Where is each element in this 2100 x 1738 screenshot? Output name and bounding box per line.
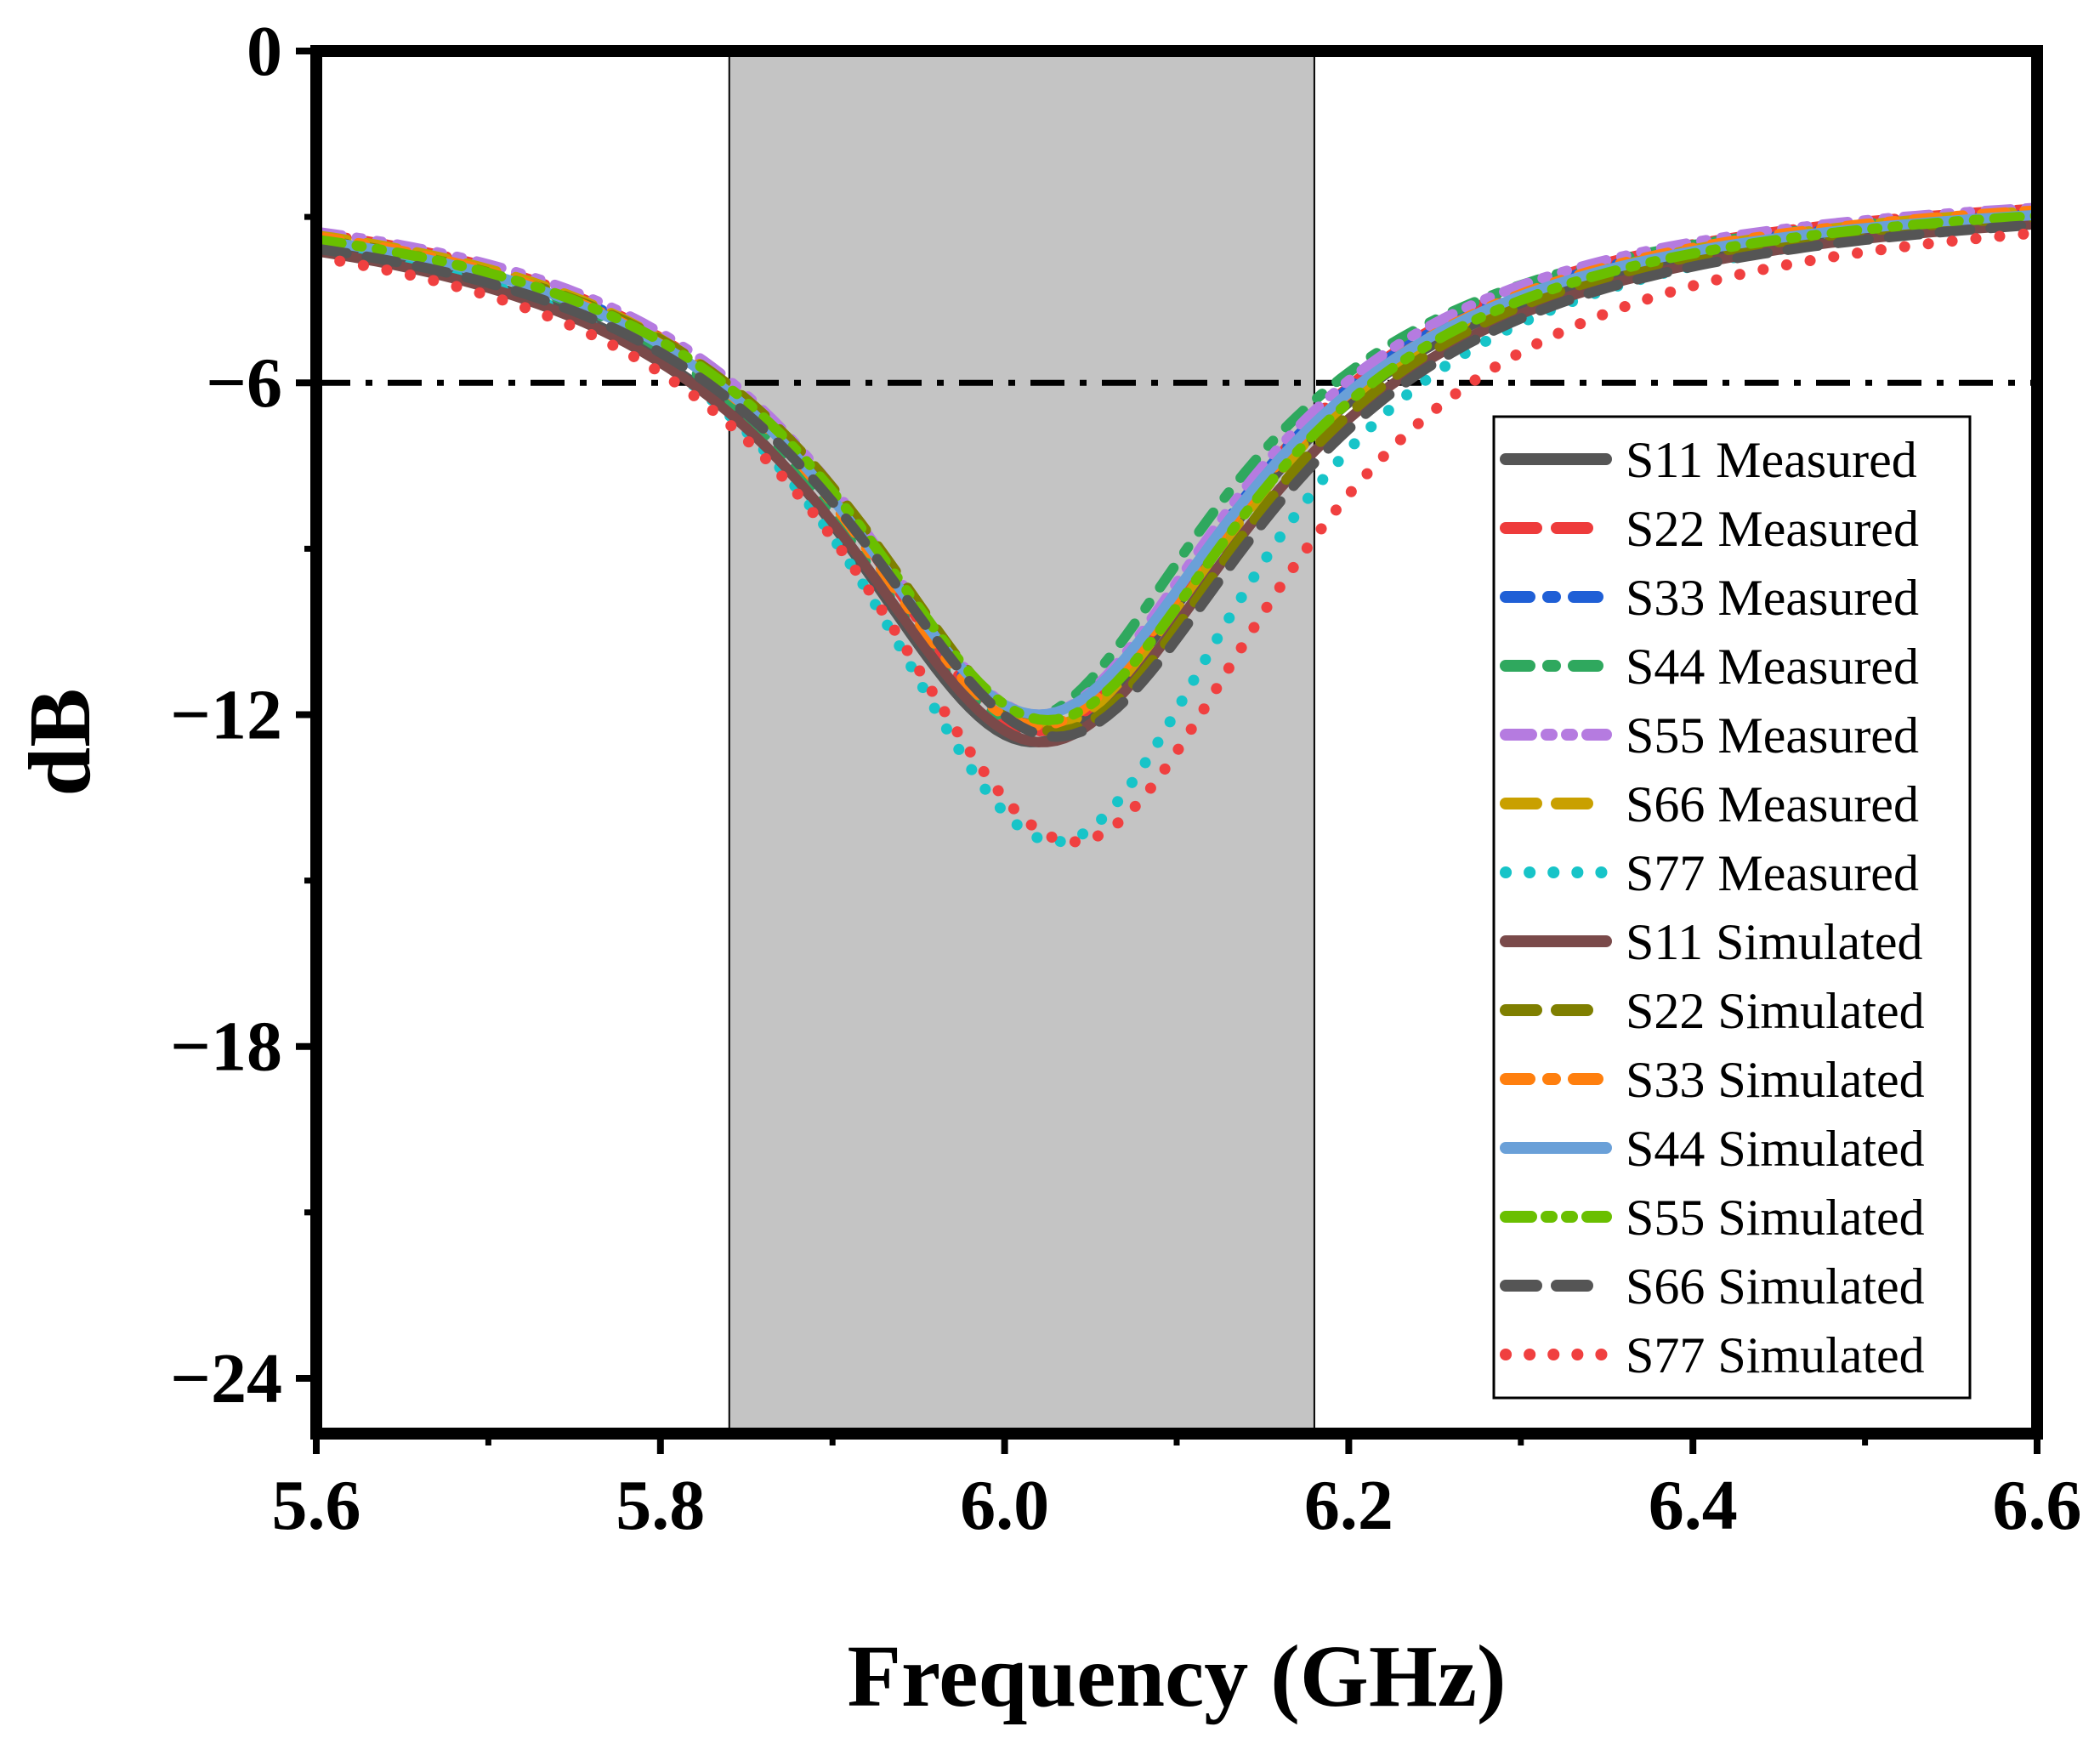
legend-label: S33 Measured xyxy=(1626,570,1919,626)
legend-label: S44 Measured xyxy=(1626,639,1919,695)
legend-label: S11 Measured xyxy=(1626,432,1917,488)
y-tick-label: −24 xyxy=(170,1339,282,1418)
legend-label: S55 Measured xyxy=(1626,707,1919,764)
legend-label: S77 Measured xyxy=(1626,845,1919,901)
legend-label: S44 Simulated xyxy=(1626,1121,1925,1177)
series-layer xyxy=(316,202,2037,848)
series-line-s55-simulated xyxy=(316,210,2037,725)
x-tick-label: 5.6 xyxy=(272,1466,361,1545)
legend-label: S66 Simulated xyxy=(1626,1258,1925,1315)
legend-label: S11 Simulated xyxy=(1626,914,1922,970)
x-tick-label: 6.0 xyxy=(960,1466,1049,1545)
series-line-s77-simulated xyxy=(316,227,2037,848)
x-tick-label: 6.4 xyxy=(1649,1466,1738,1545)
y-tick-label: −6 xyxy=(206,344,282,423)
legend-label: S77 Simulated xyxy=(1626,1327,1925,1383)
legend-box xyxy=(1492,415,1972,1400)
ticks-layer xyxy=(296,48,2040,1454)
y-tick-label: 0 xyxy=(247,12,282,91)
y-tick-label: −18 xyxy=(170,1008,282,1087)
tick-labels: 5.6 5.8 6.0 6.2 6.4 6.6 0 −6 −12 −18 −24 xyxy=(170,12,2081,1545)
legend-label: S22 Simulated xyxy=(1626,983,1925,1039)
y-tick-label: −12 xyxy=(170,675,282,754)
x-tick-label: 6.6 xyxy=(1993,1466,2082,1545)
legend-label: S66 Measured xyxy=(1626,776,1919,832)
series-line-s66-simulated xyxy=(316,219,2037,742)
y-axis-title: dB xyxy=(11,688,109,796)
legend-label: S33 Simulated xyxy=(1626,1052,1925,1108)
x-tick-label: 5.8 xyxy=(616,1466,705,1545)
x-tick-label: 6.2 xyxy=(1304,1466,1393,1545)
legend-label: S55 Simulated xyxy=(1626,1190,1925,1246)
x-axis-title: Frequency (GHz) xyxy=(847,1627,1506,1725)
legend: S11 Measured S22 Measured S33 Measured S44 … xyxy=(1492,415,1972,1400)
legend-label: S22 Measured xyxy=(1626,501,1919,557)
